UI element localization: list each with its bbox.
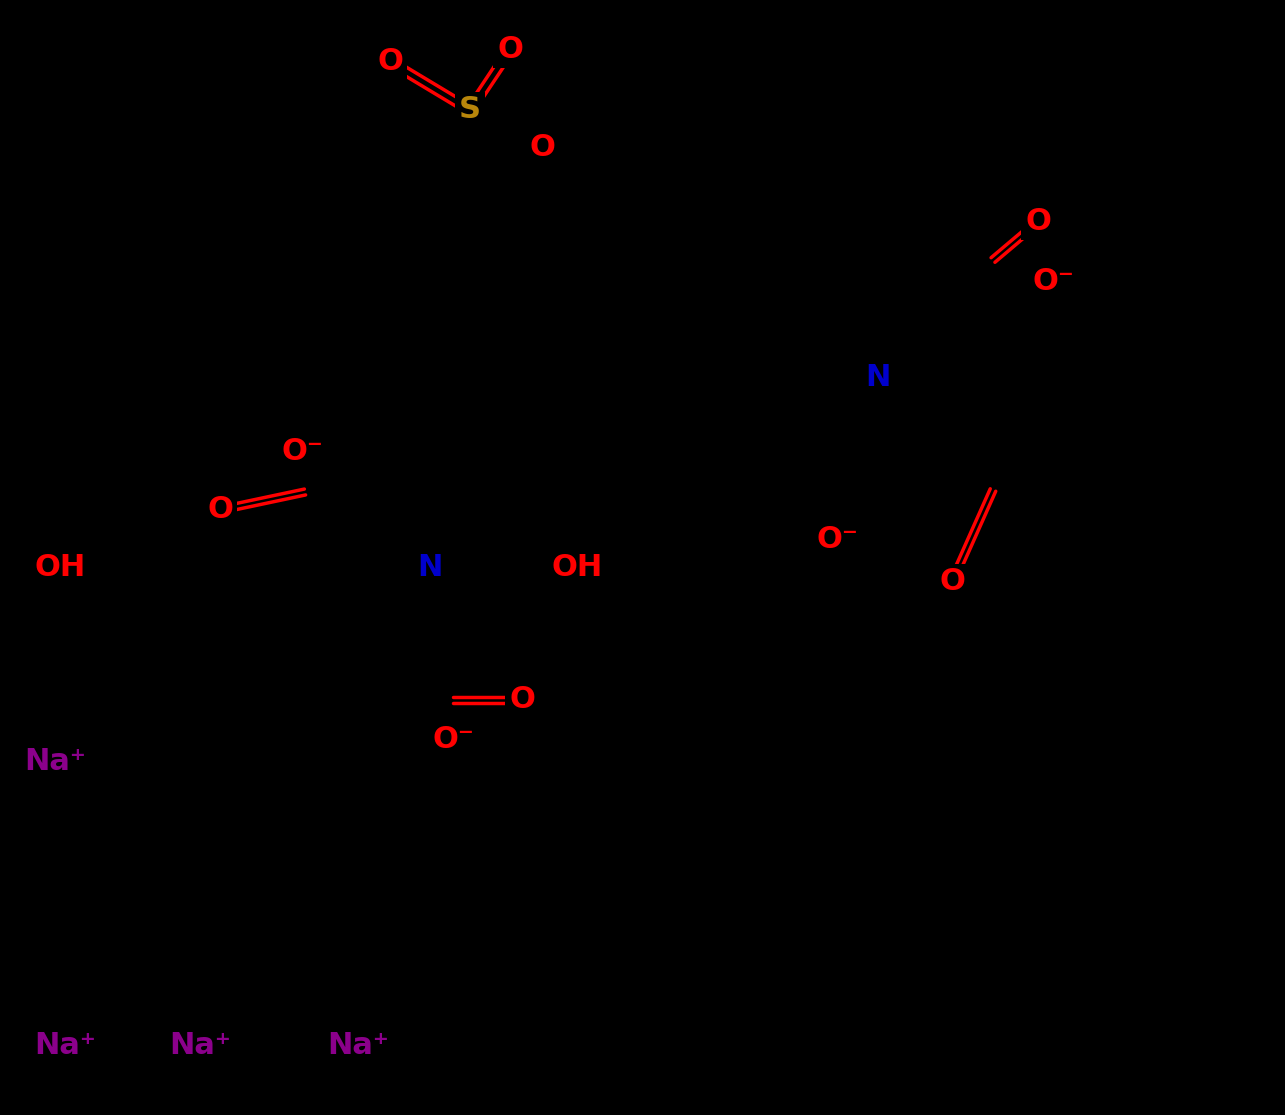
Text: N: N (418, 553, 443, 582)
Text: O: O (939, 568, 965, 597)
Text: S: S (459, 96, 481, 125)
Text: O: O (509, 686, 535, 715)
Text: O: O (377, 48, 403, 77)
Text: O⁻: O⁻ (281, 437, 323, 466)
Text: Na⁺: Na⁺ (170, 1030, 231, 1059)
Text: O⁻: O⁻ (816, 525, 858, 554)
Text: O: O (1025, 207, 1051, 236)
Text: OH: OH (551, 553, 603, 582)
Text: O⁻: O⁻ (432, 726, 474, 755)
Text: OH: OH (35, 553, 86, 582)
Text: O: O (497, 36, 523, 65)
Text: N: N (865, 363, 891, 392)
Text: Na⁺: Na⁺ (35, 1030, 96, 1059)
Text: Na⁺: Na⁺ (328, 1030, 389, 1059)
Text: O: O (207, 495, 233, 524)
Text: O⁻: O⁻ (1032, 268, 1074, 297)
Text: O: O (529, 133, 555, 162)
Text: Na⁺: Na⁺ (24, 747, 86, 776)
